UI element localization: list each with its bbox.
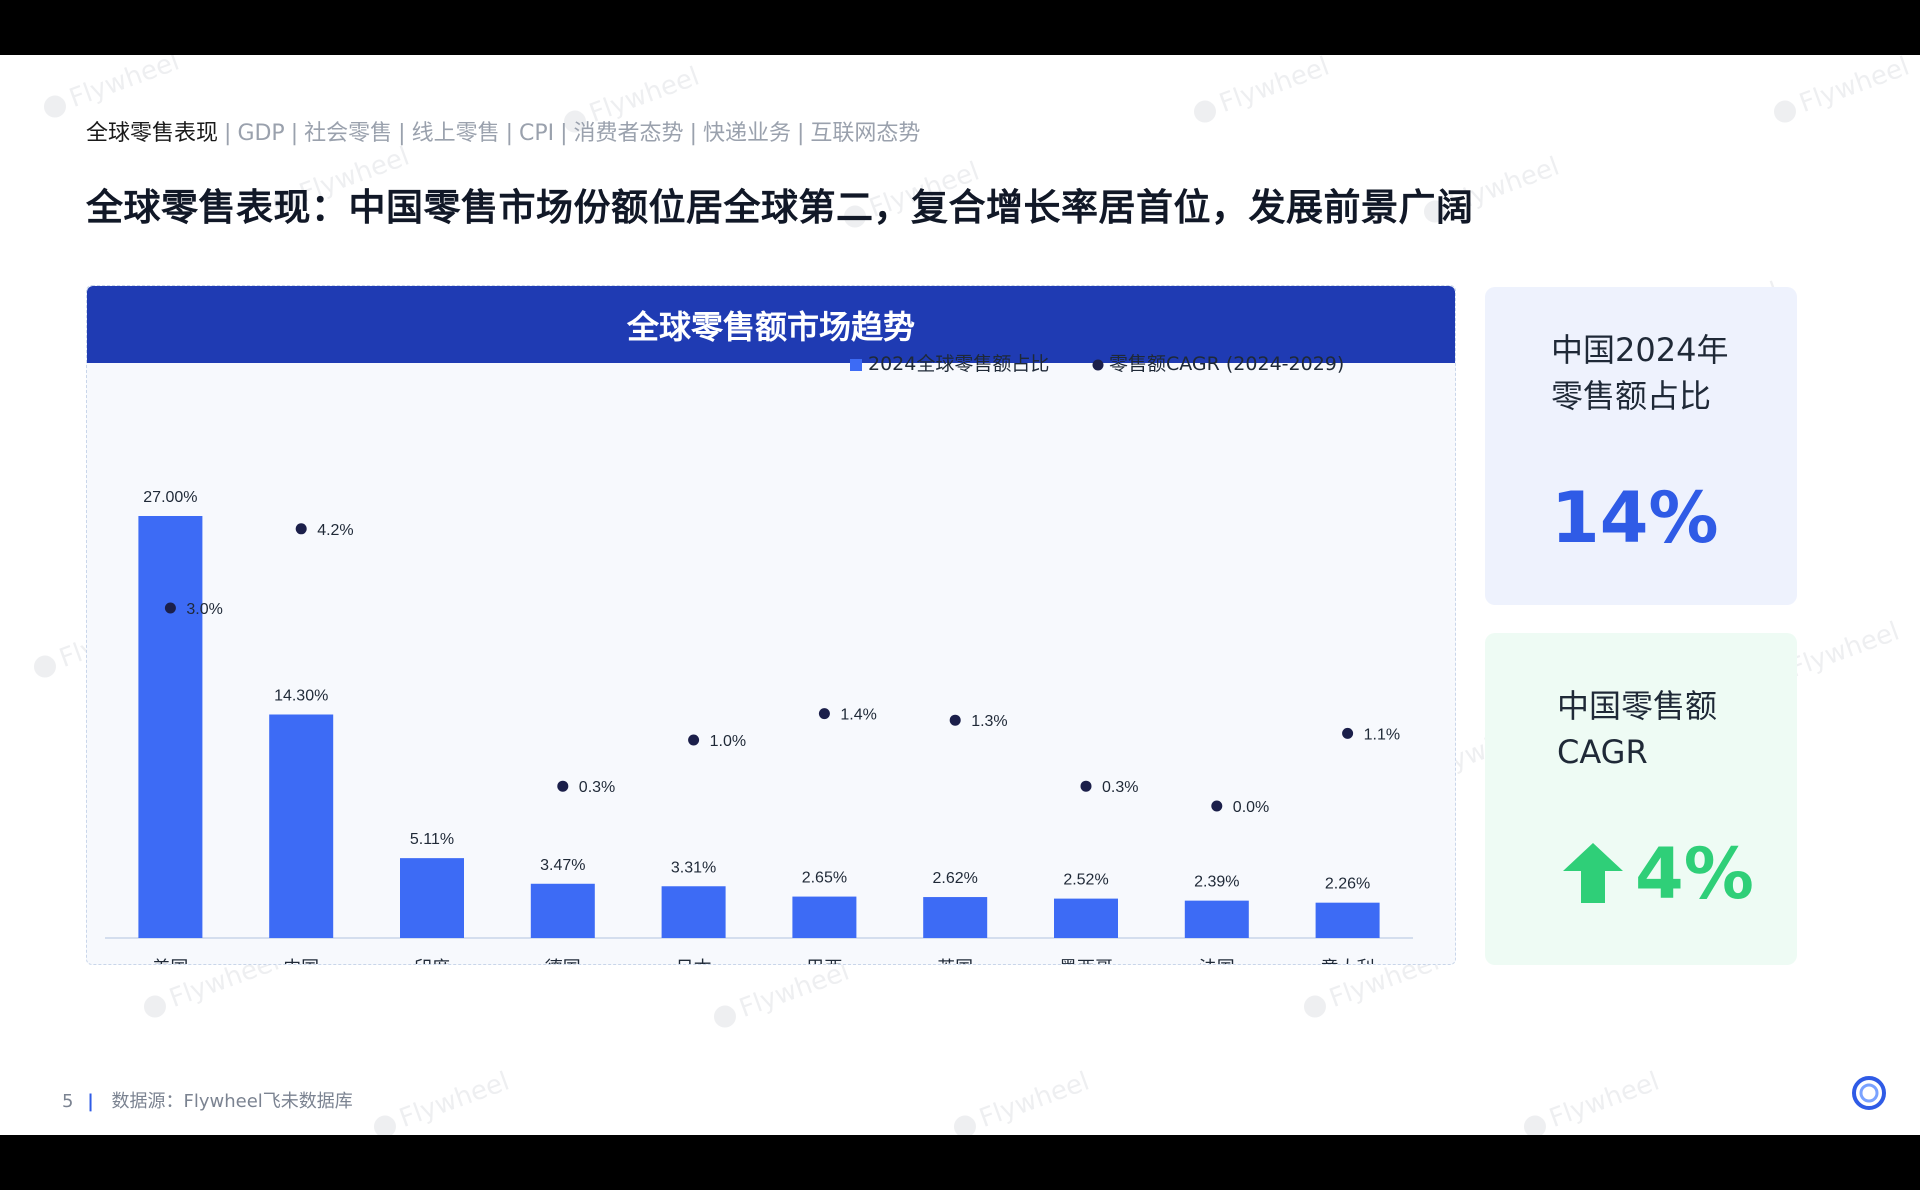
kpi-share-label: 中国2024年 零售额占比 [1551, 327, 1728, 419]
cagr-point-7 [1080, 780, 1092, 792]
x-tick-label-6: 英国 [937, 958, 973, 964]
cagr-label-9: 1.1% [1364, 726, 1400, 743]
kpi-cagr-label-line2: CAGR [1557, 733, 1648, 771]
kpi-share-label-line2: 零售额占比 [1551, 377, 1712, 415]
nav-item-4[interactable]: CPI [519, 121, 555, 146]
watermark: Flywheel [1519, 1067, 1663, 1135]
chart-panel: 全球零售额市场趋势 27.00% 美国 3.0% 14.30% 中国 4.2% 5.11% 印… [86, 285, 1456, 965]
section-nav: 全球零售表现 | GDP | 社会零售 | 线上零售 | CPI | 消费者态势 | 快递业务 | 互联网态… [86, 115, 920, 147]
page-title: 全球零售表现：中国零售市场份额位居全球第二，复合增长率居首位，发展前景广阔 [86, 186, 1474, 229]
cagr-point-4 [688, 734, 700, 746]
bar-label-0: 27.00% [143, 489, 197, 506]
x-tick-label-0: 美国 [152, 958, 188, 964]
x-tick-label-8: 法国 [1199, 958, 1235, 964]
cagr-label-3: 0.3% [579, 779, 615, 796]
flywheel-logo-icon [1852, 1076, 1886, 1110]
nav-separator: | [505, 121, 513, 146]
nav-item-7[interactable]: 互联网态势 [810, 121, 921, 146]
nav-separator: | [290, 121, 299, 146]
cagr-label-0: 3.0% [186, 601, 222, 618]
x-tick-label-4: 日本 [676, 958, 712, 964]
cagr-point-9 [1342, 727, 1354, 739]
nav-item-3[interactable]: 线上零售 [411, 121, 500, 146]
watermark: Flywheel [369, 1067, 513, 1135]
bar-1 [269, 714, 334, 938]
kpi-share-value: 14% [1551, 477, 1719, 559]
bar-9 [1315, 902, 1380, 938]
x-tick-label-1: 中国 [283, 958, 319, 964]
page-number: 5 [62, 1091, 74, 1112]
footer-divider: | [87, 1091, 94, 1112]
nav-item-0[interactable]: 全球零售表现 [86, 121, 219, 146]
nav-item-2[interactable]: 社会零售 [304, 121, 393, 146]
kpi-card-share: 中国2024年 零售额占比 14% [1485, 287, 1797, 605]
cagr-label-5: 1.4% [840, 707, 876, 724]
bar-3 [530, 883, 595, 938]
cagr-point-8 [1211, 800, 1223, 812]
bar-label-9: 2.26% [1325, 876, 1370, 893]
bar-label-6: 2.62% [933, 870, 978, 887]
nav-separator: | [398, 121, 406, 146]
x-tick-label-2: 印度 [414, 958, 450, 964]
bar-label-1: 14.30% [274, 687, 328, 704]
cagr-label-6: 1.3% [971, 713, 1007, 730]
nav-separator: | [689, 121, 697, 146]
bar-label-2: 5.11% [410, 831, 454, 848]
bar-5 [792, 896, 857, 938]
cagr-point-0 [164, 602, 176, 614]
bar-label-3: 3.47% [540, 857, 585, 874]
nav-item-1[interactable]: GDP [237, 121, 285, 146]
kpi-cagr-value: 4% [1635, 833, 1754, 915]
x-tick-label-9: 意大利 [1321, 958, 1375, 964]
up-arrow-icon [1563, 843, 1623, 903]
nav-separator: | [224, 121, 232, 146]
kpi-cagr-label-line1: 中国零售额 [1557, 687, 1718, 725]
nav-separator: | [797, 121, 805, 146]
kpi-cagr-label: 中国零售额 CAGR [1557, 683, 1717, 775]
kpi-card-cagr: 中国零售额 CAGR 4% [1485, 633, 1797, 965]
watermark: Flywheel [709, 957, 853, 1034]
legend-swatch-bar [850, 359, 862, 371]
bar-label-7: 2.52% [1063, 872, 1108, 889]
bar-8 [1184, 900, 1249, 938]
x-tick-label-3: 德国 [545, 958, 581, 964]
bar-label-5: 2.65% [802, 870, 847, 887]
bar-4 [661, 886, 726, 938]
footer: 5 | 数据源：Flywheel飞未数据库 [62, 1087, 353, 1113]
retail-share-chart: 27.00% 美国 3.0% 14.30% 中国 4.2% 5.11% 印度 3.47% 德国 0.… [105, 353, 1413, 964]
bar-2 [400, 858, 464, 938]
bar-0 [138, 516, 203, 938]
cagr-label-8: 0.0% [1233, 799, 1269, 816]
watermark: Flywheel [39, 55, 183, 123]
legend-label-cagr: 零售额CAGR (2024-2029) [1109, 353, 1344, 375]
slide: Flywheel Flywheel Flywheel Flywheel Flywheel… [0, 55, 1920, 1135]
bar-label-8: 2.39% [1194, 874, 1239, 891]
cagr-label-1: 4.2% [317, 522, 353, 539]
kpi-share-label-line1: 中国2024年 [1551, 331, 1729, 369]
nav-item-5[interactable]: 消费者态势 [573, 121, 684, 146]
x-tick-label-7: 墨西哥 [1059, 958, 1113, 964]
cagr-point-6 [949, 714, 961, 726]
nav-item-6[interactable]: 快递业务 [702, 121, 791, 146]
cagr-point-3 [557, 780, 569, 792]
bar-7 [1054, 898, 1118, 938]
data-source: 数据源：Flywheel飞未数据库 [111, 1091, 353, 1112]
cagr-point-1 [295, 523, 307, 535]
nav-separator: | [560, 121, 568, 146]
cagr-label-4: 1.0% [710, 733, 746, 750]
chart-title: 全球零售额市场趋势 [87, 286, 1455, 363]
bar-label-4: 3.31% [671, 859, 716, 876]
legend-label-bar: 2024全球零售额占比 [868, 353, 1049, 375]
cagr-point-5 [818, 708, 830, 720]
watermark: Flywheel [949, 1067, 1093, 1135]
cagr-label-7: 0.3% [1102, 779, 1138, 796]
x-tick-label-5: 巴西 [806, 958, 842, 964]
bar-6 [923, 897, 988, 938]
legend-swatch-cagr [1092, 359, 1104, 371]
watermark: Flywheel [1189, 55, 1333, 128]
watermark: Flywheel [1769, 55, 1913, 128]
